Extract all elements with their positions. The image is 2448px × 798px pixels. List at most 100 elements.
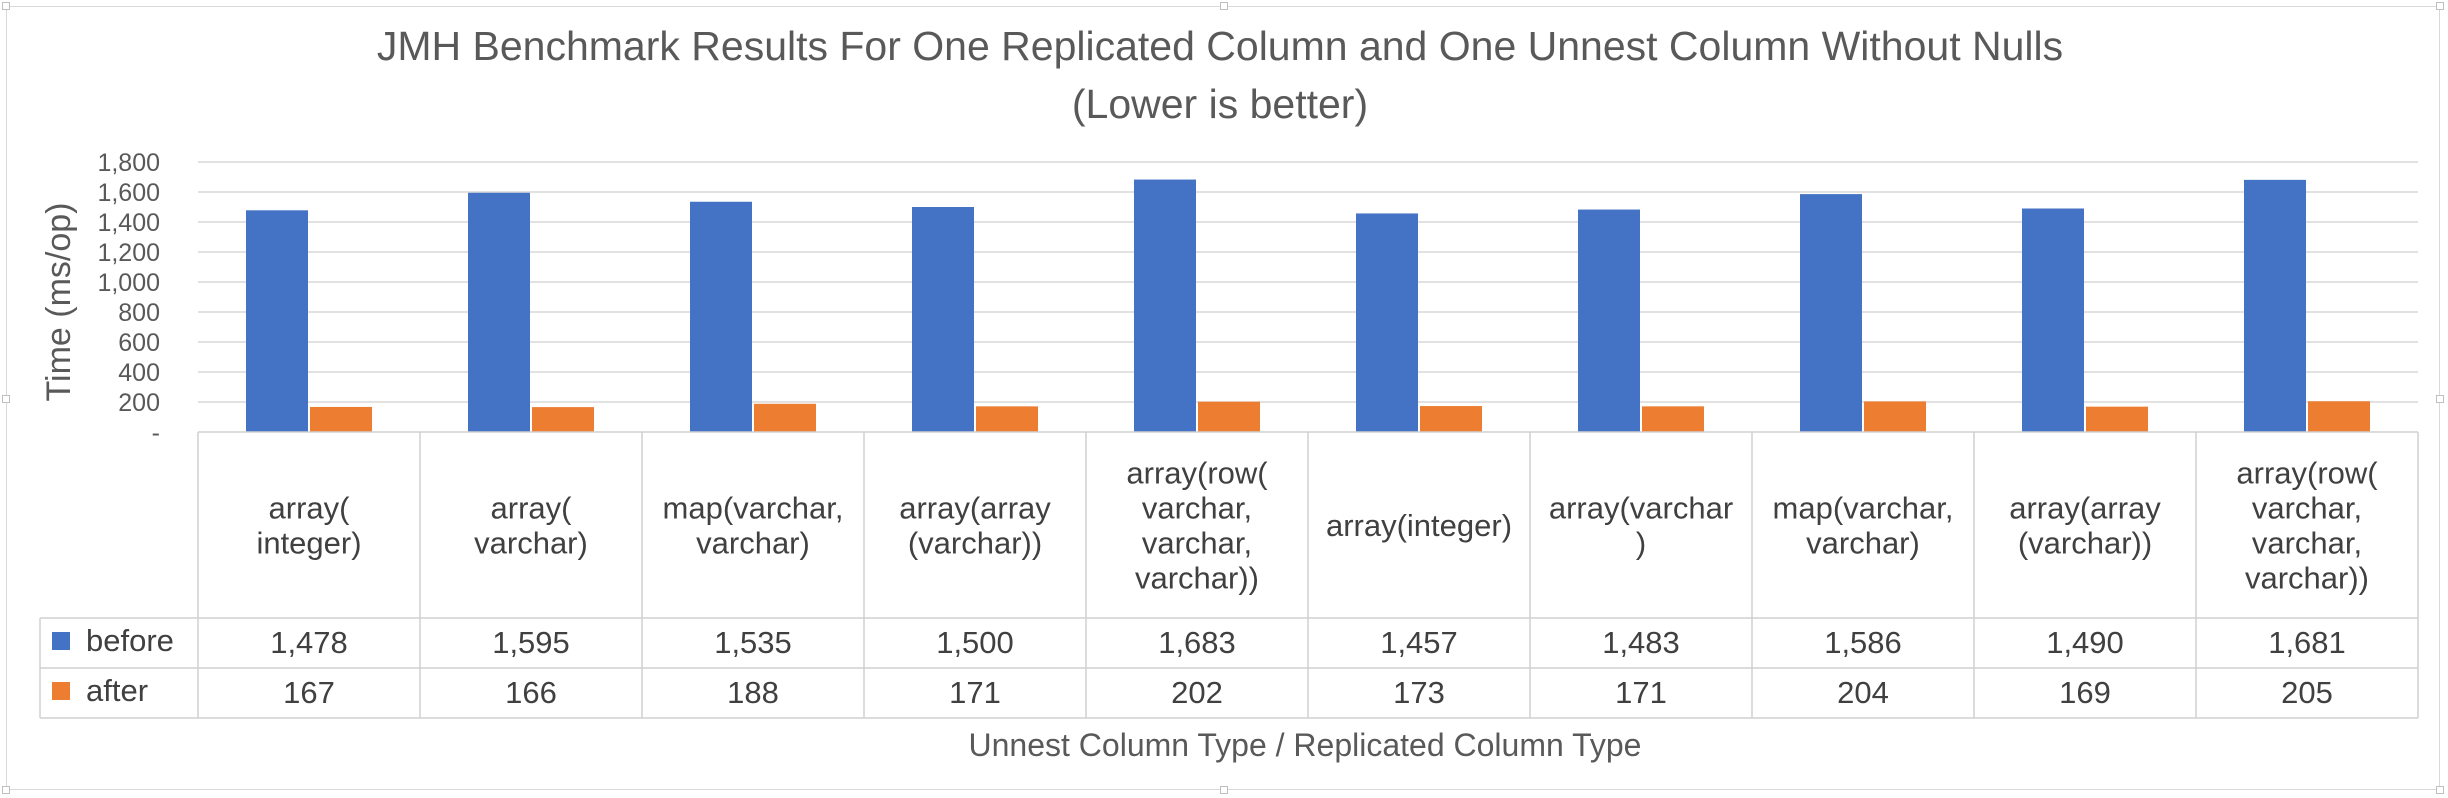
x-category-label-line: map(varchar, — [1773, 491, 1954, 526]
y-tick-label: 1,400 — [97, 209, 160, 237]
x-category-label: array(row(varchar, varchar, varchar)) — [2236, 456, 2378, 596]
x-category-label-line: varchar, — [2252, 526, 2362, 561]
x-category-label: array(integer) — [256, 491, 361, 561]
x-category-label: map(varchar, varchar) — [663, 491, 844, 561]
data-label-before: 1,490 — [2046, 625, 2124, 660]
resize-handle-top[interactable] — [1220, 2, 1228, 10]
data-label-before: 1,683 — [1158, 625, 1236, 660]
resize-handle-left[interactable] — [2, 395, 10, 403]
chart-subtitle: (Lower is better) — [1072, 81, 1368, 127]
chart-title: JMH Benchmark Results For One Replicated… — [377, 23, 2063, 69]
data-label-before: 1,681 — [2268, 625, 2346, 660]
y-tick-label: 200 — [118, 389, 160, 417]
x-category-label-line: varchar) — [696, 526, 810, 561]
legend-label-after: after — [86, 673, 148, 708]
x-category-label-line: array(varchar — [1549, 491, 1733, 526]
x-category-label-line: varchar, — [1142, 526, 1252, 561]
resize-handle-right[interactable] — [2436, 395, 2444, 403]
y-tick-label: 1,000 — [97, 269, 160, 297]
x-category-label-line: varchar, — [1142, 491, 1252, 526]
x-category-label-line: array(array — [899, 491, 1051, 526]
x-category-label: array(array (varchar)) — [2009, 491, 2161, 561]
x-category-label: array(array (varchar)) — [899, 491, 1051, 561]
resize-handle-top-right[interactable] — [2436, 2, 2444, 10]
bar-after — [976, 406, 1038, 432]
data-label-after: 167 — [283, 675, 335, 710]
data-table: array(integer)array(varchar)map(varchar,… — [39, 431, 2419, 719]
bar-before — [468, 192, 530, 432]
x-category-label-line: map(varchar, — [663, 491, 844, 526]
data-label-after: 169 — [2059, 675, 2111, 710]
bar-after — [2308, 401, 2370, 432]
data-label-after: 188 — [727, 675, 779, 710]
y-tick-label: 600 — [118, 329, 160, 357]
data-label-after: 166 — [505, 675, 557, 710]
data-label-before: 1,595 — [492, 625, 570, 660]
data-label-before: 1,483 — [1602, 625, 1680, 660]
bars — [246, 179, 2370, 432]
bar-before — [1800, 194, 1862, 432]
bar-after — [754, 403, 816, 432]
resize-handle-bottom[interactable] — [1220, 786, 1228, 794]
x-category-label-line: array( — [269, 491, 351, 526]
bar-after — [310, 406, 372, 432]
data-label-before: 1,457 — [1380, 625, 1458, 660]
y-axis-title: Time (ms/op) — [40, 203, 78, 402]
data-label-after: 173 — [1393, 675, 1445, 710]
x-category-label-line: varchar)) — [2245, 561, 2369, 596]
resize-handle-bottom-left[interactable] — [2, 786, 10, 794]
data-label-after: 205 — [2281, 675, 2333, 710]
gridlines — [198, 161, 2418, 403]
legend-key-after — [52, 682, 70, 700]
legend-label-before: before — [86, 623, 174, 658]
y-tick-label: 400 — [118, 359, 160, 387]
x-category-label-line: array(row( — [1126, 456, 1268, 491]
data-label-before: 1,500 — [936, 625, 1014, 660]
x-axis-title: Unnest Column Type / Replicated Column T… — [969, 727, 1642, 763]
x-category-label-line: ) — [1636, 526, 1646, 561]
x-category-label: array(varchar) — [1549, 491, 1733, 561]
resize-handle-top-left[interactable] — [2, 2, 10, 10]
bar-after — [1864, 401, 1926, 432]
x-category-label: map(varchar, varchar) — [1773, 491, 1954, 561]
resize-handle-bottom-right[interactable] — [2436, 786, 2444, 794]
x-category-label: array(varchar) — [474, 491, 588, 561]
x-category-label-line: array( — [491, 491, 573, 526]
x-category-label-line: (varchar)) — [908, 526, 1042, 561]
data-label-after: 171 — [949, 675, 1001, 710]
x-category-label-line: array(array — [2009, 491, 2161, 526]
data-label-before: 1,478 — [270, 625, 348, 660]
legend-key-before — [52, 632, 70, 650]
x-category-label: array(row(varchar, varchar, varchar)) — [1126, 456, 1268, 596]
x-category-label-line: varchar, — [2252, 491, 2362, 526]
y-tick-label: - — [152, 419, 160, 447]
bar-before — [246, 210, 308, 432]
bar-after — [2086, 406, 2148, 432]
x-category-label-line: varchar) — [474, 526, 588, 561]
bar-after — [1198, 401, 1260, 432]
bar-before — [2244, 179, 2306, 432]
bar-before — [2022, 208, 2084, 432]
bar-before — [690, 201, 752, 432]
x-category-label-line: varchar) — [1806, 526, 1920, 561]
bar-before — [1134, 179, 1196, 432]
x-category-label-line: (varchar)) — [2018, 526, 2152, 561]
x-category-label: array(integer) — [1326, 508, 1512, 543]
x-category-label-line: array(integer) — [1326, 508, 1512, 543]
bar-after — [1420, 406, 1482, 432]
bar-before — [1356, 213, 1418, 432]
data-label-after: 202 — [1171, 675, 1223, 710]
data-label-after: 204 — [1837, 675, 1889, 710]
y-tick-label: 1,800 — [97, 149, 160, 177]
data-label-after: 171 — [1615, 675, 1667, 710]
y-tick-label: 1,200 — [97, 239, 160, 267]
data-label-before: 1,535 — [714, 625, 792, 660]
x-category-label-line: array(row( — [2236, 456, 2378, 491]
bar-before — [912, 207, 974, 432]
bar-after — [1642, 406, 1704, 432]
x-category-label-line: varchar)) — [1135, 561, 1259, 596]
bar-before — [1578, 209, 1640, 432]
bar-after — [532, 407, 594, 432]
